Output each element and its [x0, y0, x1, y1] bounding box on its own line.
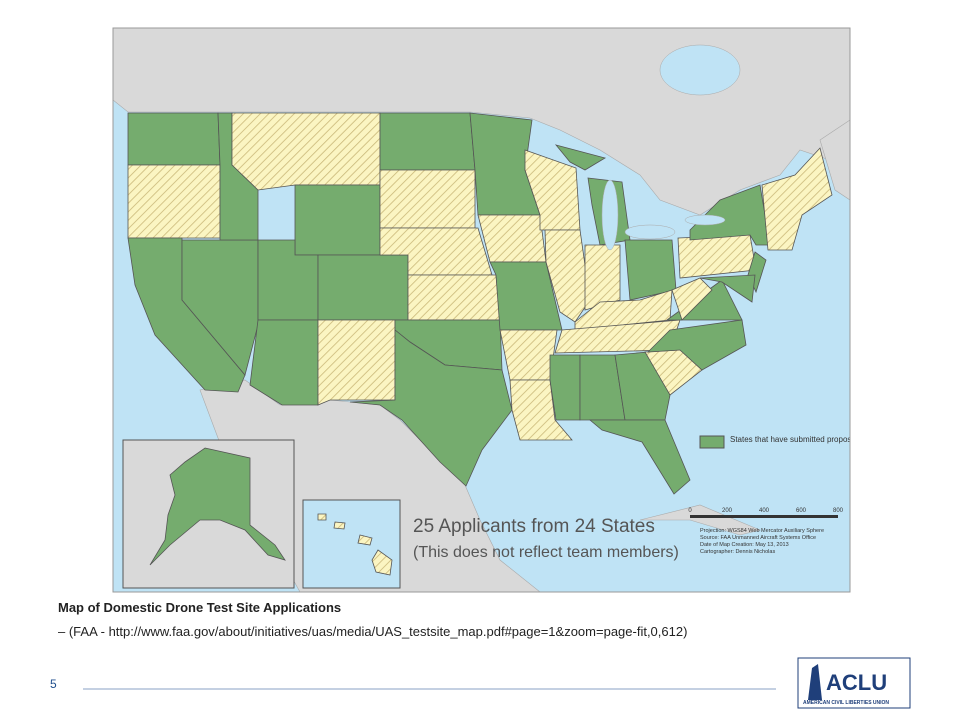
cuba: [639, 504, 761, 536]
hawaii-inset: [302, 499, 401, 589]
state: [671, 277, 713, 321]
map-note: Projection: WGS84 Web Mercator Auxiliary…: [700, 528, 824, 534]
logo-subtitle: AMERICAN CIVIL LIBERTIES UNION: [803, 700, 889, 706]
state: [379, 112, 476, 171]
lake: [624, 224, 676, 240]
state: [477, 214, 547, 263]
map-headline: 25 Applicants from 24 States: [413, 516, 655, 537]
state: [689, 184, 771, 246]
canada-maritime: [819, 119, 850, 201]
legend-swatch: [699, 435, 725, 449]
state: [249, 319, 319, 406]
hudson-bay: [659, 44, 741, 96]
caption-source: – (FAA - http://www.faa.gov/about/initia…: [58, 624, 687, 639]
state: [524, 149, 581, 231]
map-notes: Projection: WGS84 Web Mercator Auxiliary…: [700, 528, 824, 555]
state: [127, 164, 221, 239]
page-number: 5: [50, 677, 57, 691]
state: [317, 319, 396, 406]
scale-label: 600: [796, 508, 807, 514]
state: [149, 447, 286, 566]
map-frame: [112, 27, 851, 593]
scale-bar: 0 200 400 600 800: [688, 508, 844, 518]
map: States that have submitted proposals 0 20…: [113, 28, 862, 592]
state: [294, 184, 381, 256]
state: [357, 534, 373, 546]
state: [584, 244, 621, 311]
state: [761, 147, 833, 251]
scale-bar-line: [690, 515, 838, 518]
state: [231, 112, 381, 191]
map-note: Cartographer: Dennis Nicholas: [700, 549, 775, 555]
map-note: Source: FAA Unmanned Aircraft Systems Of…: [700, 535, 816, 541]
state: [588, 419, 691, 495]
map-note: Date of Map Creation: May 13, 2013: [700, 542, 789, 548]
state: [317, 254, 409, 321]
state: [549, 354, 581, 421]
state: [371, 549, 393, 576]
state: [127, 112, 221, 166]
state: [407, 274, 501, 321]
lake: [601, 179, 619, 251]
state: [333, 521, 346, 530]
state: [499, 329, 558, 381]
scale-label: 200: [722, 508, 733, 514]
map-subhead: (This does not reflect team members): [413, 544, 679, 561]
state: [677, 234, 757, 279]
legend-label: States that have submitted proposals: [730, 435, 862, 444]
scale-label: 0: [688, 508, 692, 514]
logo: ACLU AMERICAN CIVIL LIBERTIES UNION: [797, 657, 911, 709]
logo-name: ACLU: [826, 670, 887, 695]
lake: [684, 214, 726, 226]
scale-label: 800: [833, 508, 844, 514]
scale-label: 400: [759, 508, 770, 514]
caption-title: Map of Domestic Drone Test Site Applicat…: [58, 600, 341, 615]
state: [554, 144, 607, 171]
state: [349, 329, 513, 487]
state: [699, 274, 756, 303]
state: [379, 169, 476, 229]
state: [317, 513, 327, 521]
logo-statue: [808, 664, 822, 700]
